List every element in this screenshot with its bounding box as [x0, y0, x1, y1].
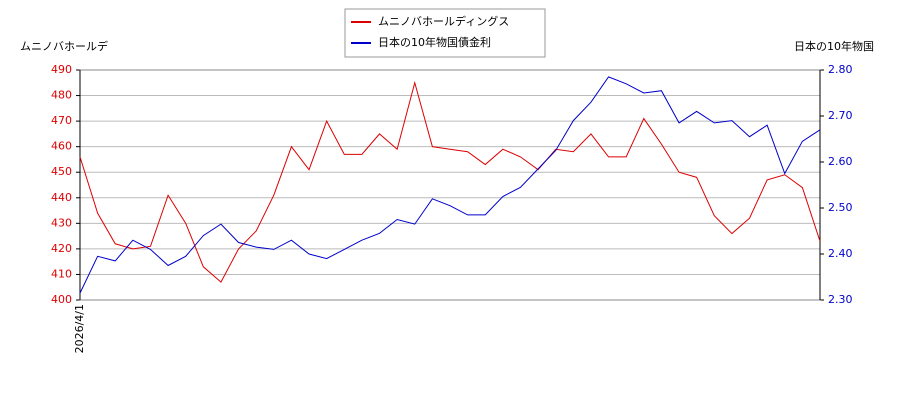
legend-box [344, 8, 546, 58]
series-line [79, 80, 821, 283]
y-tick-label: 480 [51, 89, 72, 102]
y-axis-label: ムニノバホールデ [20, 39, 108, 53]
y2-tick-label: 2.70 [828, 109, 853, 122]
y2-axis-label: 日本の10年物国 [794, 39, 874, 53]
y2-tick-label: 2.30 [828, 293, 853, 306]
legend-label: 日本の10年物国債金利 [378, 35, 491, 49]
y-tick-label: 490 [51, 63, 72, 76]
y-tick-label: 420 [51, 242, 72, 255]
x-tick-label: 2026/4/1 [73, 304, 86, 353]
y-tick-label: 410 [51, 267, 72, 280]
y-tick-label: 430 [51, 216, 72, 229]
y-tick-label: 440 [51, 191, 72, 204]
y-tick-label: 470 [51, 114, 72, 127]
y2-tick-label: 2.50 [828, 201, 853, 214]
y2-tick-label: 2.40 [828, 247, 853, 260]
plot-frame [79, 69, 821, 301]
series-line [79, 76, 821, 294]
y-tick-label: 400 [51, 293, 72, 306]
y-tick-label: 450 [51, 165, 72, 178]
y-tick-label: 460 [51, 140, 72, 153]
y2-tick-label: 2.60 [828, 155, 853, 168]
legend-label: ムニノバホールディングス [378, 14, 509, 28]
y2-tick-label: 2.80 [828, 63, 853, 76]
